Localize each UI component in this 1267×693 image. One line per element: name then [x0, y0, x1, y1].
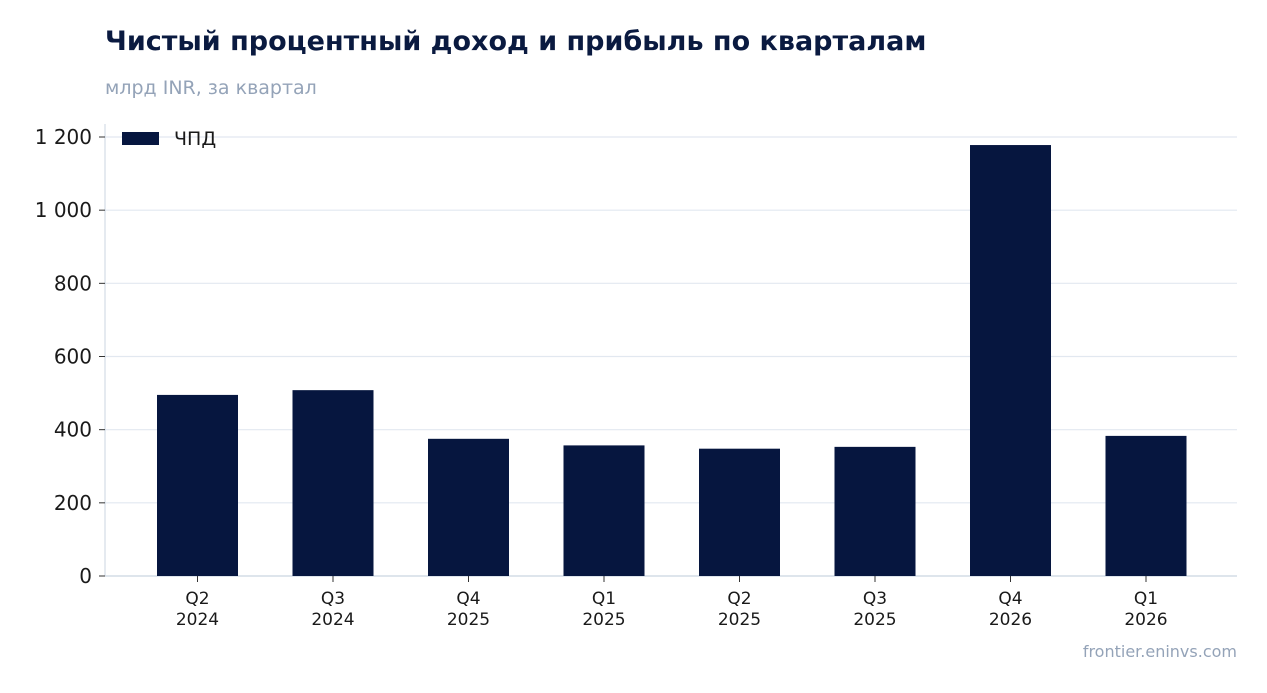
x-tick-label-year: 2026: [1124, 610, 1167, 630]
axes: [104, 124, 1237, 577]
source-label: frontier.eninvs.com: [1082, 642, 1237, 661]
y-axis-ticks: 0 200 400 600 800 1 000 1 200: [35, 125, 105, 588]
x-tick-label-quarter: Q2: [185, 589, 209, 609]
x-axis-ticks: Q22024Q32024Q42025Q12025Q22025Q32025Q420…: [176, 576, 1168, 630]
x-tick-label-year: 2025: [718, 610, 761, 630]
x-tick-label-quarter: Q1: [592, 589, 616, 609]
y-tick-label: 0: [79, 564, 92, 588]
x-tick-label-year: 2025: [447, 610, 490, 630]
bar: [292, 390, 374, 576]
y-tick-label: 400: [54, 418, 92, 442]
bars: [157, 145, 1187, 576]
y-tick-label: 200: [54, 491, 92, 515]
y-tick-label: 1 000: [35, 198, 92, 222]
x-tick-label-year: 2025: [582, 610, 625, 630]
x-tick-label-quarter: Q3: [321, 589, 345, 609]
x-tick-label-quarter: Q4: [998, 589, 1022, 609]
x-tick-label-year: 2025: [853, 610, 896, 630]
grid-lines: [105, 136, 1237, 504]
x-tick-label-year: 2026: [989, 610, 1032, 630]
x-tick-label-year: 2024: [311, 610, 354, 630]
legend-label: ЧПД: [174, 128, 216, 150]
chart-title: Чистый процентный доход и прибыль по ква…: [105, 26, 927, 57]
legend: ЧПД: [122, 128, 216, 150]
x-tick-label-quarter: Q3: [863, 589, 887, 609]
x-tick-label-quarter: Q2: [727, 589, 751, 609]
x-tick-label-year: 2024: [176, 610, 219, 630]
bar: [428, 438, 509, 576]
bar: [834, 446, 916, 576]
x-tick-label-quarter: Q4: [456, 589, 480, 609]
y-tick-label: 1 200: [35, 125, 92, 149]
x-tick-label-quarter: Q1: [1134, 589, 1158, 609]
y-tick-label: 600: [54, 345, 92, 369]
bar: [563, 445, 645, 576]
bar: [1105, 435, 1187, 576]
legend-swatch: [122, 132, 159, 145]
chart-subtitle: млрд INR, за квартал: [105, 77, 317, 99]
y-tick-label: 800: [54, 271, 92, 295]
bar: [157, 394, 238, 576]
bar: [970, 145, 1051, 576]
bar: [699, 448, 780, 576]
